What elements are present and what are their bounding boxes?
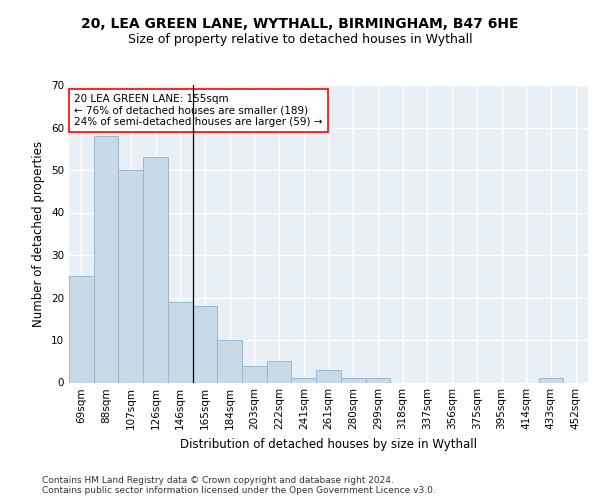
Text: 20 LEA GREEN LANE: 155sqm
← 76% of detached houses are smaller (189)
24% of semi: 20 LEA GREEN LANE: 155sqm ← 76% of detac… bbox=[74, 94, 323, 127]
Bar bbox=[118, 170, 143, 382]
Bar bbox=[365, 378, 390, 382]
Bar bbox=[539, 378, 563, 382]
Text: 20, LEA GREEN LANE, WYTHALL, BIRMINGHAM, B47 6HE: 20, LEA GREEN LANE, WYTHALL, BIRMINGHAM,… bbox=[81, 18, 519, 32]
Text: Contains HM Land Registry data © Crown copyright and database right 2024.
Contai: Contains HM Land Registry data © Crown c… bbox=[42, 476, 436, 495]
Bar bbox=[94, 136, 118, 382]
Text: Size of property relative to detached houses in Wythall: Size of property relative to detached ho… bbox=[128, 32, 472, 46]
Bar bbox=[69, 276, 94, 382]
Bar bbox=[143, 157, 168, 382]
Bar bbox=[242, 366, 267, 382]
X-axis label: Distribution of detached houses by size in Wythall: Distribution of detached houses by size … bbox=[180, 438, 477, 451]
Y-axis label: Number of detached properties: Number of detached properties bbox=[32, 141, 46, 327]
Bar bbox=[217, 340, 242, 382]
Bar bbox=[316, 370, 341, 382]
Bar bbox=[168, 302, 193, 382]
Bar bbox=[193, 306, 217, 382]
Bar bbox=[341, 378, 365, 382]
Bar bbox=[292, 378, 316, 382]
Bar bbox=[267, 361, 292, 382]
